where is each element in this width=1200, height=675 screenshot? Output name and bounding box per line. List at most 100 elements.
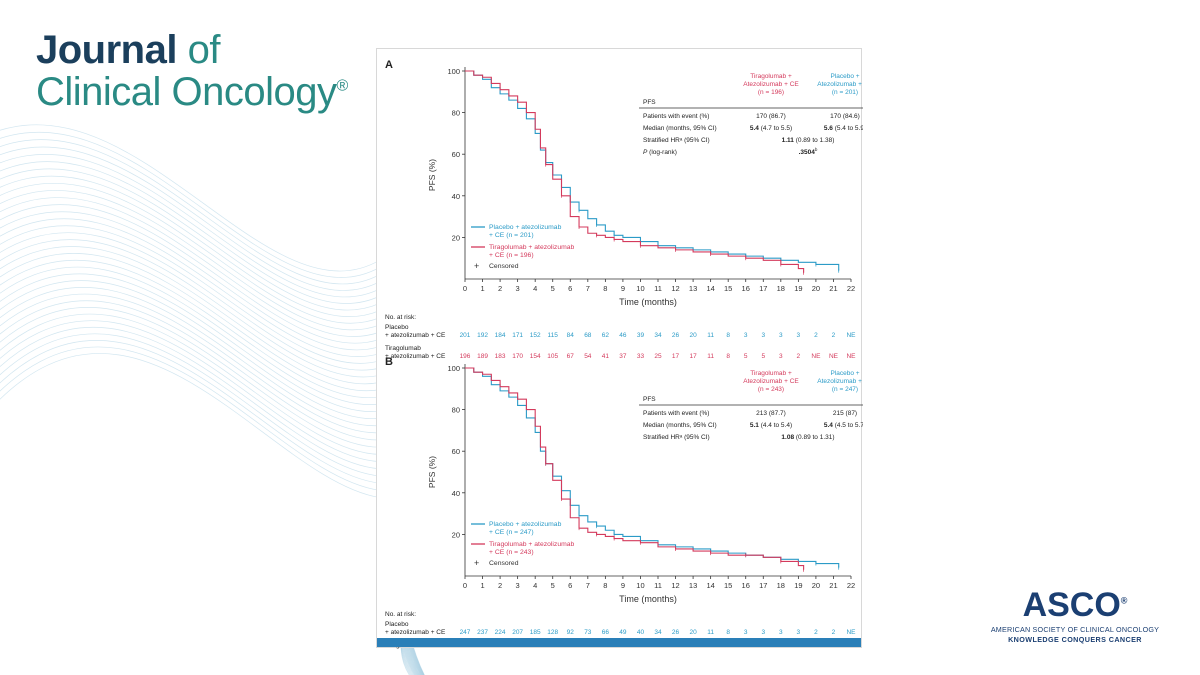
risk-label-placebo-2: + atezolizumab + CE: [385, 629, 446, 636]
risk-value-placebo: 3: [779, 332, 783, 339]
risk-value-placebo: 11: [707, 332, 714, 339]
asco-reg: ®: [1120, 595, 1128, 606]
risk-label-placebo-1: Placebo: [385, 324, 409, 331]
table-row-label: Median (months, 95% CI): [643, 422, 717, 429]
km-curve-tiragolumab: [465, 70, 805, 273]
table-value-placebo: 5.4 (4.5 to 5.7): [824, 422, 863, 429]
risk-value-tiragolumab: 189: [477, 353, 488, 360]
table-row-label-text: Patients with event (%): [643, 113, 709, 120]
x-tick-label: 17: [759, 581, 767, 590]
risk-value-placebo: 192: [477, 332, 488, 339]
x-tick-label: 5: [551, 284, 555, 293]
table-section-label: PFS: [643, 396, 656, 403]
table-header-placebo: Atezolizumab + CE: [817, 378, 863, 385]
x-tick-label: 0: [463, 284, 467, 293]
table-value-tiragolumab: 5.4 (4.7 to 5.5): [750, 125, 792, 132]
risk-value-placebo: NE: [846, 332, 856, 339]
table-value-bold: 1.08: [781, 434, 794, 441]
background-wave-line: [0, 286, 426, 675]
table-value-text: (4.5 to 5.7): [833, 422, 863, 429]
table-row-label: Stratified HRᵃ (95% CI): [643, 434, 710, 441]
background-wave-line: [0, 313, 426, 675]
risk-value-tiragolumab: 170: [512, 353, 523, 360]
table-value-text: (4.7 to 5.5): [759, 125, 792, 132]
asco-brand: ASCO: [1022, 586, 1121, 624]
risk-value-tiragolumab: 2: [797, 353, 801, 360]
risk-value-placebo: 2: [832, 332, 836, 339]
risk-value-tiragolumab: NE: [846, 353, 856, 360]
background-wave-line: [0, 353, 426, 675]
x-tick-label: 9: [621, 581, 625, 590]
risk-value-placebo: 152: [530, 332, 541, 339]
background-wave-line: [0, 246, 426, 675]
y-tick-label: 60: [452, 150, 460, 159]
risk-value-placebo: NE: [846, 629, 856, 636]
table-value-placebo: 215 (87): [833, 410, 857, 417]
background-wave-line: [0, 320, 426, 675]
risk-value-placebo: 247: [460, 629, 471, 636]
x-tick-label: 4: [533, 581, 537, 590]
risk-value-placebo: 73: [584, 629, 592, 636]
panel-label: B: [385, 356, 393, 368]
x-tick-label: 2: [498, 581, 502, 590]
km-curve-tiragolumab: [465, 367, 805, 570]
background-wave-line: [0, 326, 426, 675]
risk-value-placebo: 3: [761, 332, 765, 339]
table-value-bold: 5.4: [750, 125, 759, 132]
risk-value-tiragolumab: 154: [530, 353, 541, 360]
journal-logo-subtitle: Clinical Oncology: [36, 70, 337, 114]
table-header-tiragolumab: (n = 243): [758, 386, 784, 393]
x-tick-label: 21: [829, 284, 837, 293]
risk-value-placebo: 8: [726, 332, 730, 339]
risk-label-placebo-2: + atezolizumab + CE: [385, 332, 446, 339]
x-tick-label: 22: [847, 284, 855, 293]
table-header-placebo: (n = 201): [832, 89, 858, 96]
x-tick-label: 8: [603, 581, 607, 590]
asco-logo: ASCO® AMERICAN SOCIETY OF CLINICAL ONCOL…: [990, 588, 1160, 644]
y-tick-label: 100: [447, 67, 460, 76]
table-value-text: 215 (87): [833, 410, 857, 417]
table-section-label: PFS: [643, 99, 656, 106]
table-value-tiragolumab: 170 (86.7): [756, 113, 786, 120]
x-tick-label: 7: [586, 284, 590, 293]
risk-value-placebo: 3: [779, 629, 783, 636]
table-value-text: 170 (84.6): [830, 113, 860, 120]
background-wave-line: [0, 197, 426, 675]
x-tick-label: 18: [777, 284, 785, 293]
background-wave-line: [0, 182, 426, 675]
background-wave-line: [0, 225, 426, 675]
risk-label-tiragolumab-1: Tiragolumab: [385, 345, 421, 352]
asco-tagline: KNOWLEDGE CONQUERS CANCER: [1008, 635, 1142, 644]
x-tick-label: 17: [759, 284, 767, 293]
background-wave-line: [0, 260, 426, 675]
background-wave-line: [0, 333, 426, 675]
risk-value-tiragolumab: NE: [811, 353, 821, 360]
risk-value-tiragolumab: 17: [689, 353, 697, 360]
table-value-placebo: 5.6 (5.4 to 5.9): [824, 125, 863, 132]
risk-value-tiragolumab: 5: [744, 353, 748, 360]
background-wave-line: [0, 132, 426, 675]
legend-censored-label: Censored: [489, 560, 519, 567]
risk-value-placebo: 2: [814, 332, 818, 339]
table-value-text: (0.89 to 1.38): [794, 137, 834, 144]
table-row-label: Median (months, 95% CI): [643, 125, 717, 132]
x-tick-label: 6: [568, 284, 572, 293]
risk-value-placebo: 237: [477, 629, 488, 636]
risk-value-placebo: 3: [761, 629, 765, 636]
risk-value-placebo: 3: [744, 629, 748, 636]
table-row-label: Patients with event (%): [643, 113, 709, 120]
risk-value-placebo: 20: [689, 629, 697, 636]
y-tick-label: 80: [452, 406, 460, 415]
risk-value-tiragolumab: 105: [547, 353, 558, 360]
risk-value-tiragolumab: 25: [654, 353, 662, 360]
risk-value-placebo: 11: [707, 629, 714, 636]
risk-value-placebo: 62: [602, 332, 610, 339]
table-value-bold: 1.11: [782, 137, 795, 144]
table-header-placebo: Atezolizumab + CE: [817, 81, 863, 88]
x-tick-label: 3: [516, 581, 520, 590]
risk-value-tiragolumab: 67: [567, 353, 575, 360]
table-value-text: (0.89 to 1.31): [794, 434, 834, 441]
x-tick-label: 22: [847, 581, 855, 590]
